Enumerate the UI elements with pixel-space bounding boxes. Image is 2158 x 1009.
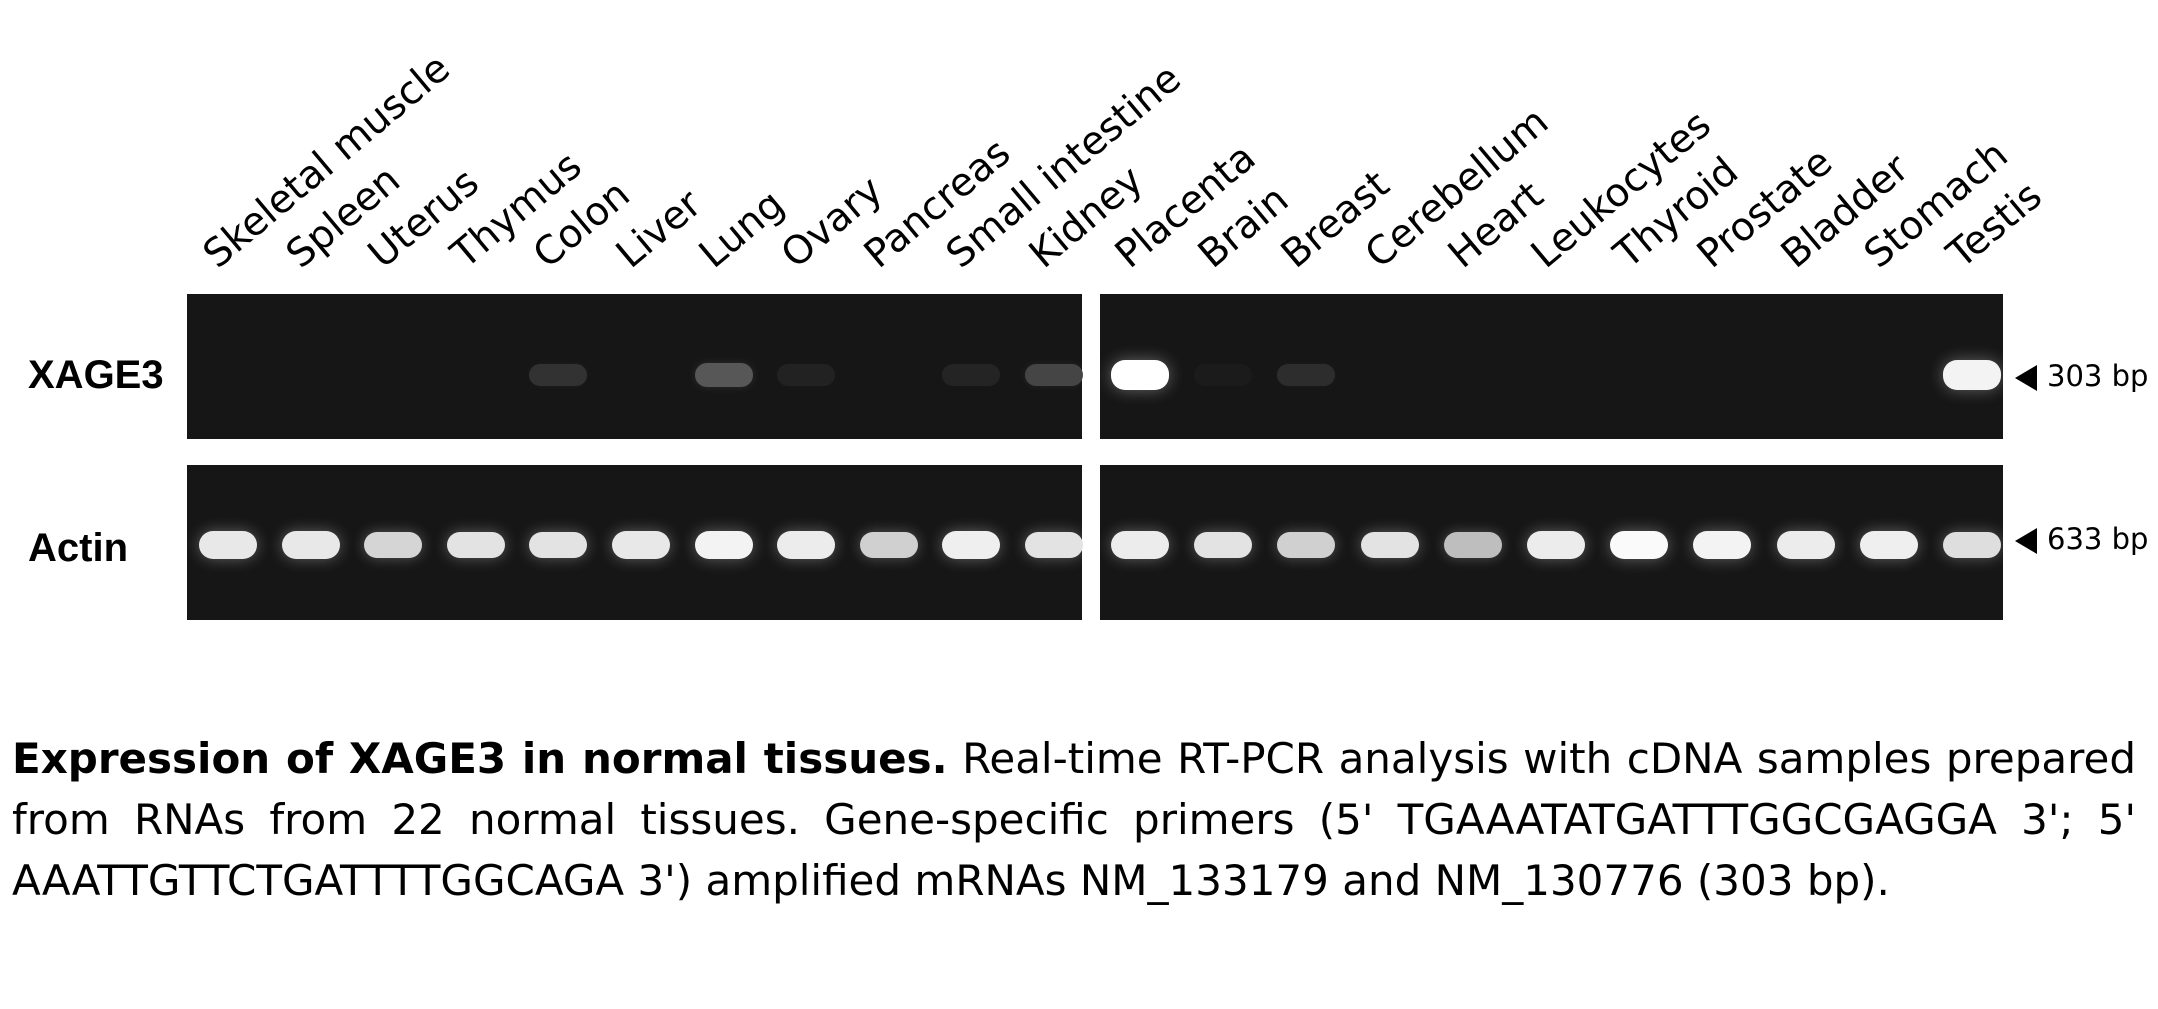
- row-label-actin: Actin: [28, 526, 128, 570]
- band-actin: [1025, 531, 1083, 559]
- band-xage3: [1025, 363, 1083, 387]
- band-actin: [694, 531, 753, 559]
- band-actin: [199, 531, 257, 559]
- size-marker-633: 633 bp: [2015, 525, 2148, 554]
- gel-figure: Skeletal muscle Spleen Uterus Thymus Colon Li…: [28, 46, 2148, 620]
- band-actin: [1360, 531, 1419, 559]
- band-actin: [1610, 531, 1669, 559]
- band-xage3: [1194, 364, 1253, 386]
- band-actin: [446, 531, 505, 559]
- band-actin: [859, 531, 918, 559]
- band-xage3: [1111, 360, 1169, 390]
- band-actin: [1527, 531, 1585, 559]
- row-label-xage3: XAGE3: [28, 353, 164, 397]
- band-xage3: [942, 364, 1001, 386]
- marker-arrow-icon: [2015, 365, 2037, 391]
- marker-arrow-icon: [2015, 528, 2037, 554]
- size-marker-303: 303 bp: [2015, 362, 2148, 391]
- gel-panel-xage3-right: [1100, 294, 2003, 439]
- band-actin: [1859, 531, 1918, 559]
- size-label-303: 303 bp: [2047, 359, 2149, 393]
- band-actin: [364, 531, 423, 559]
- band-actin: [1277, 531, 1336, 559]
- band-actin: [281, 531, 340, 559]
- figure-caption: Expression of XAGE3 in normal tissues. R…: [12, 728, 2136, 911]
- band-actin: [1943, 531, 2001, 559]
- band-xage3: [529, 363, 588, 387]
- lane-label: Lung: [690, 181, 793, 278]
- caption-title: Expression of XAGE3 in normal tissues.: [12, 734, 948, 783]
- size-label-633: 633 bp: [2047, 522, 2149, 556]
- band-xage3: [1277, 364, 1336, 386]
- band-xage3: [1943, 360, 2001, 390]
- band-actin: [529, 531, 588, 559]
- band-actin: [777, 531, 836, 559]
- band-xage3: [694, 363, 753, 387]
- band-actin: [1443, 532, 1502, 558]
- band-actin: [1194, 531, 1253, 559]
- band-actin: [612, 531, 670, 559]
- gel-panel-xage3-left: [187, 294, 1082, 439]
- band-xage3: [777, 364, 836, 386]
- band-actin: [1111, 531, 1169, 559]
- band-actin: [1693, 531, 1752, 559]
- band-actin: [1776, 531, 1835, 559]
- band-actin: [942, 531, 1001, 559]
- caption-body: Real-time RT-PCR analysis with cDNA samp…: [12, 734, 2136, 905]
